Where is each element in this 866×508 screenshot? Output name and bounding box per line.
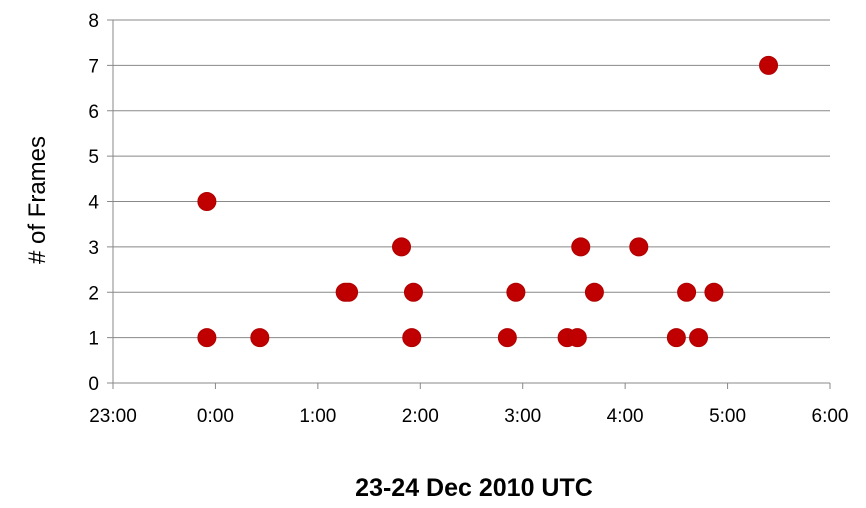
y-tick-label: 3 (88, 238, 99, 259)
gridlines (113, 19, 830, 339)
y-tick-label: 6 (88, 102, 99, 123)
y-tick-label: 2 (88, 283, 99, 304)
y-tick-label: 0 (88, 374, 99, 395)
y-tick-label: 7 (88, 56, 99, 77)
x-tick-label: 1:00 (299, 406, 336, 427)
data-point (567, 328, 587, 348)
data-point (250, 328, 270, 348)
x-tick-label: 0:00 (197, 406, 234, 427)
data-point (402, 328, 422, 348)
data-point (197, 192, 217, 211)
x-tick-label: 3:00 (504, 406, 541, 427)
data-point (704, 282, 724, 302)
data-point (584, 282, 604, 302)
x-tick-label: 2:00 (402, 406, 439, 427)
axes (107, 19, 831, 389)
data-point (403, 282, 423, 302)
y-tick-label: 4 (88, 193, 99, 214)
y-tick-label: 8 (88, 11, 99, 32)
data-point (392, 237, 412, 257)
data-point (759, 55, 779, 75)
y-tick-label: 5 (88, 147, 99, 168)
y-tick-labels: 0 1 2 3 4 5 6 7 8 (88, 11, 99, 395)
data-point (677, 282, 697, 302)
data-point (571, 237, 591, 257)
data-points (197, 55, 779, 348)
data-point (497, 328, 517, 348)
data-point (629, 237, 649, 257)
x-tick-label: 4:00 (607, 406, 644, 427)
x-tick-labels: 23:00 0:00 1:00 2:00 3:00 4:00 5:00 6:00 (89, 406, 848, 427)
y-axis-title: # of Frames (24, 136, 51, 264)
x-tick-label: 23:00 (89, 406, 137, 427)
data-point (506, 282, 526, 302)
x-axis-title: 23-24 Dec 2010 UTC (355, 474, 593, 502)
data-point (339, 282, 359, 302)
data-point (689, 328, 709, 348)
y-tick-label: 1 (88, 329, 99, 350)
data-point (197, 328, 217, 348)
data-point (666, 328, 686, 348)
x-tick-label: 5:00 (709, 406, 746, 427)
x-tick-label: 6:00 (812, 406, 849, 427)
